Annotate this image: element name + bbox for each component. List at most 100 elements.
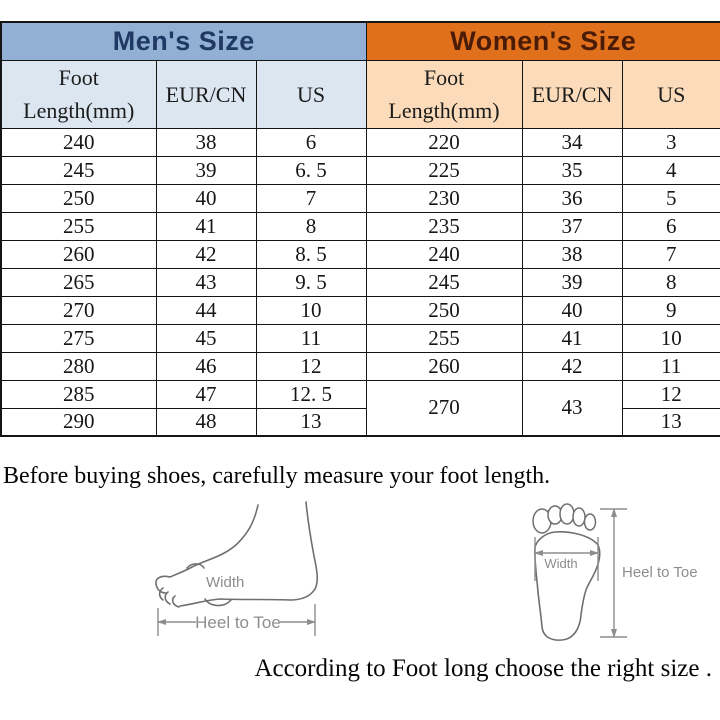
women-cell: 245 xyxy=(365,267,523,297)
men-cell: 265 xyxy=(0,267,157,297)
women-column-header-2: US xyxy=(621,59,720,129)
table-row: 270 44 10 250 40 9 xyxy=(0,295,720,325)
women-cell: 41 xyxy=(521,323,623,353)
women-cell: 9 xyxy=(621,295,720,325)
women-cell: 235 xyxy=(365,211,523,241)
men-cell: 245 xyxy=(0,155,157,185)
women-cell: 12 xyxy=(621,379,720,409)
measure-note: Before buying shoes, carefully measure y… xyxy=(3,463,551,489)
side-foot-instep xyxy=(169,504,259,578)
foot-measurement-diagrams: Width Heel to Toe Width Heel to Toe xyxy=(155,501,698,641)
men-cell: 10 xyxy=(255,295,367,325)
men-column-header-2: US xyxy=(255,59,367,129)
side-foot-heel-to-toe-label: Heel to Toe xyxy=(195,613,281,632)
women-cell-merged-eur: 43 xyxy=(521,379,623,437)
men-cell: 41 xyxy=(155,211,257,241)
women-cell-merged-foot: 270 xyxy=(365,379,523,437)
table-row: 275 45 11 255 41 10 xyxy=(0,323,720,353)
womens-size-title: Women's Size xyxy=(365,21,720,61)
men-cell: 6 xyxy=(255,127,367,157)
women-cell: 34 xyxy=(521,127,623,157)
table-row: 280 46 12 260 42 11 xyxy=(0,351,720,381)
table-row: 250 40 7 230 36 5 xyxy=(0,183,720,213)
women-cell: 255 xyxy=(365,323,523,353)
men-cell: 7 xyxy=(255,183,367,213)
sole-heel-to-toe-label: Heel to Toe xyxy=(622,564,698,581)
women-cell: 40 xyxy=(521,295,623,325)
women-cell: 13 xyxy=(621,407,720,437)
women-cell: 36 xyxy=(521,183,623,213)
men-cell: 44 xyxy=(155,295,257,325)
table-row: 285 47 12. 5 270 43 12 xyxy=(0,379,720,437)
men-cell: 42 xyxy=(155,239,257,269)
men-cell: 280 xyxy=(0,351,157,381)
sole-width-label: Width xyxy=(544,556,577,571)
women-cell: 230 xyxy=(365,183,523,213)
side-foot-diagram: Width Heel to Toe xyxy=(155,501,319,636)
mens-size-title: Men's Size xyxy=(0,21,367,61)
women-cell: 37 xyxy=(521,211,623,241)
choose-note: According to Foot long choose the right … xyxy=(254,655,712,682)
men-cell: 9. 5 xyxy=(255,267,367,297)
table-row: 260 42 8. 5 240 38 7 xyxy=(0,239,720,269)
men-cell: 12 xyxy=(255,351,367,381)
women-cell: 5 xyxy=(621,183,720,213)
side-foot-knuckle-arc xyxy=(186,563,205,569)
title-row: Men's Size Women's Size xyxy=(0,21,720,61)
men-column-header-0: Foot Length(mm) xyxy=(0,59,157,129)
men-cell: 255 xyxy=(0,211,157,241)
size-chart-table: Men's Size Women's Size Foot Length(mm) EUR… xyxy=(0,21,720,437)
women-column-header-0: Foot Length(mm) xyxy=(365,59,523,129)
women-cell: 7 xyxy=(621,239,720,269)
table-row: 290 48 13 13 xyxy=(0,407,720,437)
women-cell: 220 xyxy=(365,127,523,157)
women-cell: 6 xyxy=(621,211,720,241)
women-cell: 3 xyxy=(621,127,720,157)
table-row: 240 38 6 220 34 3 xyxy=(0,127,720,157)
women-cell: 38 xyxy=(521,239,623,269)
men-cell: 13 xyxy=(255,407,367,437)
men-column-header-1: EUR/CN xyxy=(155,59,257,129)
table-row: 255 41 8 235 37 6 xyxy=(0,211,720,241)
women-cell: 240 xyxy=(365,239,523,269)
side-foot-ball-arc xyxy=(204,598,232,607)
size-table-body: Men's Size Women's Size Foot Length(mm) EUR… xyxy=(0,21,720,437)
women-cell: 10 xyxy=(621,323,720,353)
sole-toe-4 xyxy=(572,507,586,527)
men-cell: 47 xyxy=(155,379,257,409)
men-cell: 39 xyxy=(155,155,257,185)
men-cell: 285 xyxy=(0,379,157,409)
sole-width-extent-lines xyxy=(534,537,599,581)
men-cell: 45 xyxy=(155,323,257,353)
side-foot-outline xyxy=(289,501,319,601)
column-header-row: Foot Length(mm) EUR/CN US Foot Length(mm) EU… xyxy=(0,59,720,129)
women-cell: 225 xyxy=(365,155,523,185)
side-foot-sole xyxy=(179,598,291,607)
men-cell: 48 xyxy=(155,407,257,437)
side-foot-toes xyxy=(155,575,180,608)
men-cell: 250 xyxy=(0,183,157,213)
men-cell: 46 xyxy=(155,351,257,381)
women-cell: 11 xyxy=(621,351,720,381)
men-cell: 43 xyxy=(155,267,257,297)
men-cell: 275 xyxy=(0,323,157,353)
men-cell: 8. 5 xyxy=(255,239,367,269)
table-row: 245 39 6. 5 225 35 4 xyxy=(0,155,720,185)
women-cell: 35 xyxy=(521,155,623,185)
sole-foot-diagram: Width Heel to Toe xyxy=(532,503,698,641)
women-cell: 250 xyxy=(365,295,523,325)
sole-toe-3 xyxy=(559,503,575,525)
men-cell: 40 xyxy=(155,183,257,213)
women-cell: 42 xyxy=(521,351,623,381)
women-cell: 260 xyxy=(365,351,523,381)
women-cell: 8 xyxy=(621,267,720,297)
sole-outline xyxy=(534,531,601,641)
men-cell: 260 xyxy=(0,239,157,269)
men-cell: 8 xyxy=(255,211,367,241)
sole-toe-5 xyxy=(583,513,597,531)
men-cell: 290 xyxy=(0,407,157,437)
men-cell: 270 xyxy=(0,295,157,325)
women-cell: 4 xyxy=(621,155,720,185)
men-cell: 240 xyxy=(0,127,157,157)
